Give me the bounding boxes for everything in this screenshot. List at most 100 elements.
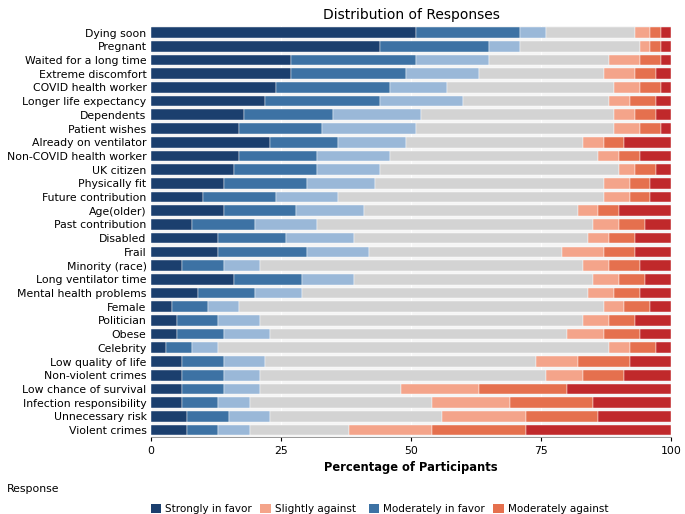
- Bar: [630, 342, 656, 353]
- Bar: [432, 425, 525, 435]
- Bar: [255, 219, 317, 230]
- Bar: [635, 109, 656, 120]
- Bar: [260, 383, 401, 394]
- Bar: [317, 151, 390, 161]
- Bar: [182, 356, 223, 367]
- Bar: [635, 27, 651, 38]
- Bar: [416, 27, 521, 38]
- Bar: [625, 301, 651, 312]
- Bar: [603, 68, 635, 79]
- Bar: [301, 288, 588, 298]
- Bar: [619, 219, 645, 230]
- Bar: [635, 164, 656, 175]
- Bar: [661, 123, 671, 134]
- Bar: [656, 96, 671, 106]
- Bar: [443, 411, 525, 421]
- Bar: [177, 315, 219, 326]
- Bar: [635, 247, 671, 257]
- Bar: [661, 82, 671, 93]
- Bar: [640, 54, 661, 65]
- Bar: [265, 356, 536, 367]
- Bar: [151, 247, 219, 257]
- Bar: [619, 206, 671, 216]
- Title: Distribution of Responses: Distribution of Responses: [323, 8, 499, 22]
- Bar: [416, 123, 614, 134]
- Bar: [369, 247, 562, 257]
- Bar: [307, 178, 375, 189]
- Bar: [151, 356, 182, 367]
- Bar: [521, 41, 640, 51]
- Bar: [661, 54, 671, 65]
- Bar: [614, 123, 640, 134]
- Bar: [239, 151, 317, 161]
- Bar: [234, 164, 317, 175]
- Bar: [151, 164, 234, 175]
- Bar: [583, 137, 603, 148]
- Bar: [635, 315, 671, 326]
- Bar: [379, 41, 489, 51]
- Bar: [197, 288, 255, 298]
- Text: Response: Response: [7, 484, 60, 494]
- Bar: [166, 342, 192, 353]
- Bar: [151, 301, 171, 312]
- Bar: [603, 247, 635, 257]
- Bar: [187, 425, 219, 435]
- Bar: [219, 233, 286, 244]
- Bar: [151, 109, 245, 120]
- Bar: [192, 219, 255, 230]
- Bar: [416, 54, 489, 65]
- Bar: [151, 342, 166, 353]
- Bar: [609, 96, 630, 106]
- Bar: [151, 233, 219, 244]
- Bar: [619, 151, 640, 161]
- Bar: [603, 178, 630, 189]
- Bar: [577, 356, 630, 367]
- Bar: [603, 192, 630, 203]
- Bar: [151, 219, 192, 230]
- Bar: [223, 356, 265, 367]
- Bar: [525, 425, 671, 435]
- Bar: [265, 96, 379, 106]
- Bar: [599, 206, 619, 216]
- Bar: [656, 164, 671, 175]
- Bar: [635, 233, 671, 244]
- Bar: [656, 109, 671, 120]
- Bar: [525, 411, 599, 421]
- Bar: [234, 274, 301, 285]
- Bar: [609, 233, 635, 244]
- Bar: [249, 397, 432, 408]
- Bar: [151, 206, 223, 216]
- Bar: [609, 342, 630, 353]
- Bar: [223, 370, 260, 380]
- Bar: [599, 151, 619, 161]
- Bar: [151, 370, 182, 380]
- Bar: [203, 192, 275, 203]
- Bar: [151, 274, 234, 285]
- Bar: [271, 137, 338, 148]
- Bar: [447, 82, 614, 93]
- Bar: [635, 68, 656, 79]
- Bar: [151, 54, 291, 65]
- Bar: [151, 68, 291, 79]
- Bar: [547, 27, 635, 38]
- Bar: [609, 54, 640, 65]
- Bar: [260, 370, 547, 380]
- Bar: [271, 411, 443, 421]
- Bar: [171, 301, 208, 312]
- Bar: [219, 342, 609, 353]
- Bar: [656, 68, 671, 79]
- Bar: [406, 68, 479, 79]
- Bar: [317, 164, 379, 175]
- Bar: [603, 301, 625, 312]
- Bar: [260, 260, 583, 271]
- Bar: [614, 82, 640, 93]
- Bar: [192, 342, 219, 353]
- Bar: [297, 206, 364, 216]
- Bar: [249, 425, 349, 435]
- Bar: [406, 137, 583, 148]
- Bar: [593, 219, 619, 230]
- Bar: [151, 151, 239, 161]
- Bar: [630, 356, 671, 367]
- Bar: [640, 82, 661, 93]
- Bar: [151, 178, 223, 189]
